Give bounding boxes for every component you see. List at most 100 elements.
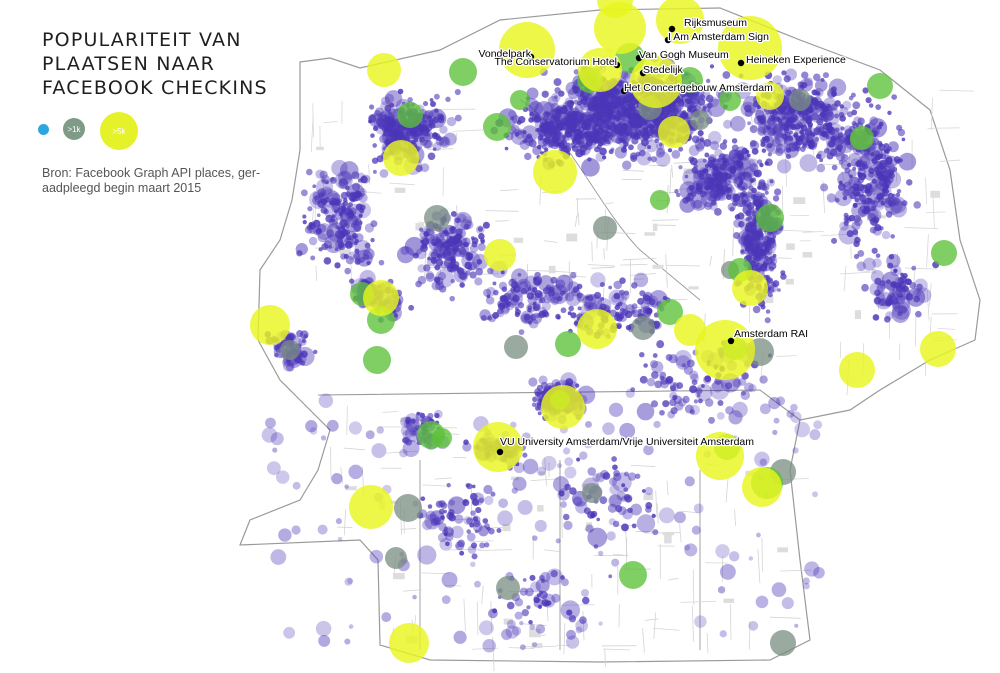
checkin-bubble-small (793, 141, 799, 147)
checkin-bubble-small (869, 226, 877, 234)
checkin-bubble-small (743, 234, 750, 242)
checkin-bubble-small (790, 411, 802, 423)
checkin-bubble-small (686, 97, 702, 113)
checkin-bubble-small (529, 624, 536, 630)
checkin-bubble-small (790, 403, 798, 412)
place-marker (496, 448, 504, 456)
checkin-bubble-small (762, 235, 770, 244)
checkin-bubble-small (376, 426, 384, 434)
street (563, 623, 566, 655)
checkin-bubble-small (486, 526, 491, 531)
checkin-bubble-small (852, 229, 859, 236)
checkin-bubble-small (751, 187, 757, 194)
checkin-bubble-small (684, 476, 695, 487)
street (561, 507, 563, 538)
checkin-bubble-small (781, 70, 787, 76)
checkin-bubble-small (749, 139, 757, 147)
checkin-bubble-small (857, 250, 865, 257)
checkin-bubble-small (353, 224, 362, 232)
checkin-bubble-small (751, 147, 759, 155)
checkin-bubble-small (335, 239, 345, 250)
checkin-bubble-small (842, 100, 852, 110)
checkin-bubble-small (593, 112, 602, 121)
checkin-bubble-small (335, 200, 340, 206)
checkin-bubble-small (729, 551, 740, 562)
building (345, 486, 357, 491)
checkin-bubble-small (696, 393, 701, 398)
checkin-bubble-small (598, 124, 604, 130)
checkin-bubble-small (444, 245, 451, 251)
checkin-bubble-small (372, 125, 379, 132)
building (511, 476, 519, 481)
checkin-bubble-small (749, 125, 758, 134)
street (582, 610, 585, 641)
checkin-bubble-small (334, 230, 344, 239)
checkin-bubble-small (487, 608, 498, 619)
checkin-bubble-small (838, 159, 844, 165)
checkin-bubble-small (840, 153, 849, 162)
checkin-bubble-small (326, 419, 339, 432)
checkin-bubble-small (757, 126, 767, 136)
checkin-bubble-small (772, 195, 780, 202)
checkin-bubble-small (465, 252, 474, 261)
checkin-bubble-green (756, 204, 784, 232)
checkin-bubble-small (712, 166, 718, 172)
checkin-bubble-small (608, 402, 624, 417)
checkin-bubble-small (667, 410, 676, 419)
checkin-bubble-small (603, 108, 613, 118)
checkin-bubble-small (816, 163, 826, 173)
street (820, 233, 850, 237)
checkin-bubble-small (417, 545, 437, 565)
checkin-bubble-small (320, 435, 327, 441)
checkin-bubble-small (323, 203, 339, 219)
checkin-bubble-small (266, 461, 281, 476)
checkin-bubble-1k (424, 205, 450, 231)
checkin-bubble-small (587, 304, 592, 309)
checkin-bubble-small (411, 140, 416, 145)
checkin-bubble-small (707, 154, 717, 163)
checkin-bubble-small (705, 78, 711, 84)
checkin-bubble-small (381, 612, 392, 623)
checkin-bubble-green (510, 90, 530, 110)
checkin-bubble-small (785, 89, 792, 97)
checkin-bubble-small (356, 172, 366, 182)
checkin-bubble-small (585, 295, 590, 300)
checkin-bubble-small (839, 115, 846, 122)
checkin-bubble-small (588, 137, 598, 146)
checkin-bubble-small (836, 135, 841, 140)
checkin-bubble-small (384, 138, 392, 146)
checkin-bubble-small (354, 233, 364, 243)
checkin-bubble-small (808, 139, 818, 149)
checkin-bubble-small (775, 147, 784, 156)
checkin-bubble-small (757, 185, 762, 190)
checkin-bubble-small (644, 486, 654, 496)
checkin-bubble-small (693, 503, 704, 514)
checkin-bubble-5k (250, 305, 290, 345)
checkin-bubble-small (621, 123, 628, 130)
checkin-bubble-small (859, 184, 869, 194)
checkin-bubble-small (788, 107, 794, 114)
checkin-bubble-small (532, 287, 538, 293)
checkin-bubble-small (434, 269, 454, 288)
checkin-bubble-small (689, 385, 698, 394)
checkin-bubble-small (606, 105, 611, 110)
checkin-bubble-5k (742, 467, 782, 507)
street (485, 210, 519, 212)
building (393, 572, 405, 580)
checkin-bubble-small (308, 225, 317, 234)
checkin-bubble-small (826, 193, 836, 203)
street (340, 467, 343, 484)
checkin-bubble-small (645, 506, 652, 513)
street (671, 164, 674, 178)
checkin-bubble-small (306, 168, 313, 176)
checkin-bubble-1k (394, 494, 422, 522)
checkin-bubble-small (453, 264, 460, 271)
checkin-bubble-small (754, 235, 761, 241)
checkin-bubble-small (446, 116, 457, 127)
building (652, 264, 664, 269)
checkin-bubble-small (704, 163, 710, 169)
checkin-bubble-small (534, 519, 547, 532)
place-label: The Conservatorium Hotel (494, 56, 617, 68)
checkin-bubble-small (721, 175, 728, 182)
